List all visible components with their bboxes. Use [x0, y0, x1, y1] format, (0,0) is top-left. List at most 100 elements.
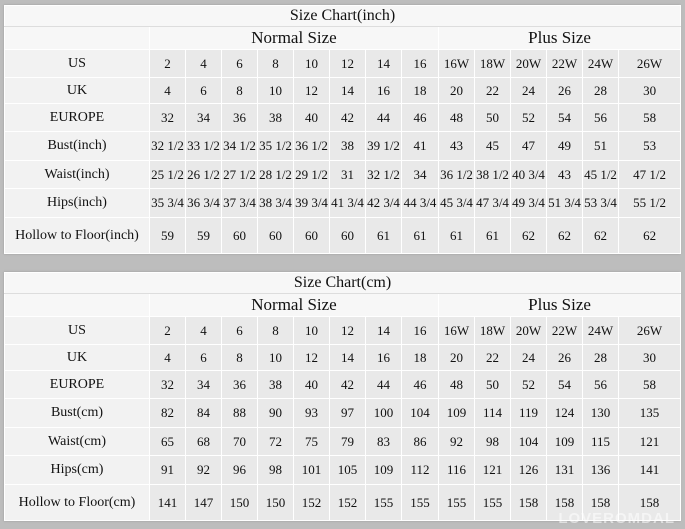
size-value-cell: 55 1/2: [617, 188, 682, 218]
size-value-cell: 43: [546, 160, 583, 189]
size-value-cell: 42: [329, 103, 366, 132]
size-value-cell: 53: [617, 131, 682, 161]
size-value-cell: 61: [438, 217, 475, 254]
size-value-cell: 14: [365, 316, 402, 345]
row-label: Waist(inch): [4, 160, 150, 189]
size-value-cell: 152: [329, 484, 366, 521]
size-value-cell: 147: [185, 484, 222, 521]
size-value-cell: 59: [149, 217, 186, 254]
table-row: Hips(cm) 91 92 96 98 101 105 109 112 116 121 126 131…: [4, 455, 682, 485]
size-value-cell: 92: [185, 455, 222, 485]
size-value-cell: 36: [221, 370, 258, 399]
row-label: Hollow to Floor(cm): [4, 484, 150, 521]
size-value-cell: 53 3/4: [582, 188, 619, 218]
size-value-cell: 60: [329, 217, 366, 254]
size-value-cell: 40: [293, 370, 330, 399]
size-value-cell: 27 1/2: [221, 160, 258, 189]
size-value-cell: 49: [546, 131, 583, 161]
size-value-cell: 16: [365, 344, 402, 371]
size-value-cell: 79: [329, 427, 366, 456]
size-value-cell: 8: [221, 344, 258, 371]
size-value-cell: 4: [185, 49, 222, 78]
size-value-cell: 25 1/2: [149, 160, 186, 189]
size-value-cell: 82: [149, 398, 186, 428]
size-value-cell: 14: [365, 49, 402, 78]
size-value-cell: 26: [546, 77, 583, 104]
size-value-cell: 10: [257, 77, 294, 104]
size-value-cell: 155: [365, 484, 402, 521]
size-value-cell: 8: [221, 77, 258, 104]
size-table: Size Chart(cm) Normal Size Plus Size US 2 4 6 8…: [3, 272, 682, 521]
table-row: EUROPE 32 34 36 38 40 42 44 46 48 50 52 54 56 58: [4, 103, 682, 132]
size-value-cell: 50: [474, 103, 511, 132]
size-value-cell: 34: [185, 370, 222, 399]
size-value-cell: 35 1/2: [257, 131, 294, 161]
blank-header-cell: [4, 293, 150, 317]
normal-size-header: Normal Size: [149, 26, 439, 50]
size-value-cell: 34: [401, 160, 439, 189]
size-value-cell: 4: [149, 344, 186, 371]
size-value-cell: 41 3/4: [329, 188, 366, 218]
table-row: UK 4 6 8 10 12 14 16 18 20 22 24 26 28 30: [4, 344, 682, 371]
size-value-cell: 43: [438, 131, 475, 161]
size-value-cell: 119: [510, 398, 547, 428]
row-label: Waist(cm): [4, 427, 150, 456]
size-value-cell: 42 3/4: [365, 188, 402, 218]
table-row: Hollow to Floor(inch) 59 59 60 60 60 60 61 61 61 6…: [4, 217, 682, 254]
size-value-cell: 158: [617, 484, 682, 521]
size-value-cell: 26 1/2: [185, 160, 222, 189]
size-value-cell: 100: [365, 398, 402, 428]
size-value-cell: 32 1/2: [149, 131, 186, 161]
size-value-cell: 38 1/2: [474, 160, 511, 189]
size-value-cell: 158: [582, 484, 619, 521]
size-value-cell: 26: [546, 344, 583, 371]
size-value-cell: 141: [149, 484, 186, 521]
row-label: US: [4, 49, 150, 78]
size-value-cell: 124: [546, 398, 583, 428]
plus-size-header: Plus Size: [437, 293, 682, 317]
table-row: Bust(cm) 82 84 88 90 93 97 100 104 109 114 119 124 13…: [4, 398, 682, 428]
size-value-cell: 62: [546, 217, 583, 254]
size-value-cell: 98: [474, 427, 511, 456]
table-row: US 2 4 6 8 10 12 14 16 16W 18W 20W 22W 24W 26W: [4, 316, 682, 345]
size-value-cell: 56: [582, 103, 619, 132]
size-value-cell: 12: [329, 49, 366, 78]
size-value-cell: 10: [293, 316, 330, 345]
size-value-cell: 98: [257, 455, 294, 485]
size-value-cell: 44: [365, 103, 402, 132]
row-label: EUROPE: [4, 370, 150, 399]
size-value-cell: 28 1/2: [257, 160, 294, 189]
size-value-cell: 68: [185, 427, 222, 456]
size-value-cell: 44 3/4: [401, 188, 439, 218]
size-value-cell: 26W: [617, 49, 682, 78]
size-value-cell: 16W: [438, 316, 475, 345]
size-value-cell: 62: [617, 217, 682, 254]
size-value-cell: 96: [221, 455, 258, 485]
size-value-cell: 10: [293, 49, 330, 78]
size-value-cell: 97: [329, 398, 366, 428]
size-value-cell: 101: [293, 455, 330, 485]
size-value-cell: 24: [510, 77, 547, 104]
size-value-cell: 90: [257, 398, 294, 428]
table-title: Size Chart(cm): [3, 272, 682, 294]
size-value-cell: 130: [582, 398, 619, 428]
size-value-cell: 49 3/4: [510, 188, 547, 218]
size-value-cell: 16: [401, 316, 439, 345]
size-value-cell: 38: [257, 103, 294, 132]
size-value-cell: 35 3/4: [149, 188, 186, 218]
table-row: UK 4 6 8 10 12 14 16 18 20 22 24 26 28 30: [4, 77, 682, 104]
size-value-cell: 38: [257, 370, 294, 399]
size-value-cell: 52: [510, 103, 547, 132]
row-label: US: [4, 316, 150, 345]
size-value-cell: 39 1/2: [365, 131, 402, 161]
size-value-cell: 72: [257, 427, 294, 456]
size-value-cell: 58: [617, 370, 682, 399]
size-value-cell: 12: [293, 77, 330, 104]
size-value-cell: 20: [438, 77, 475, 104]
size-value-cell: 32 1/2: [365, 160, 402, 189]
size-value-cell: 150: [221, 484, 258, 521]
size-value-cell: 29 1/2: [293, 160, 330, 189]
size-value-cell: 61: [365, 217, 402, 254]
size-value-cell: 22: [474, 344, 511, 371]
size-value-cell: 16: [365, 77, 402, 104]
